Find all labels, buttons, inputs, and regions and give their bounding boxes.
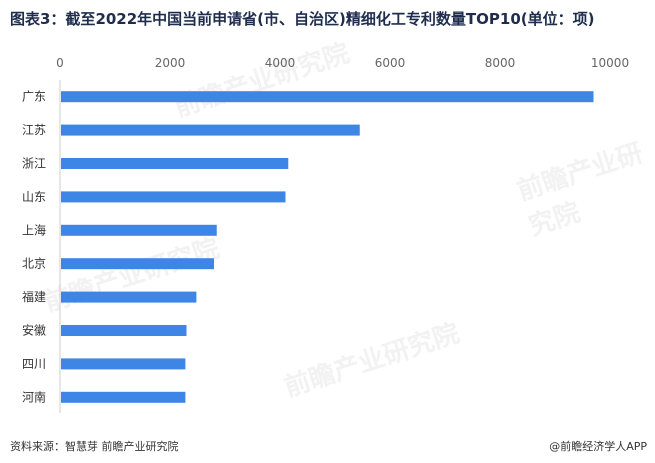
bar — [61, 191, 286, 203]
bar — [61, 358, 186, 370]
x-tick-label: 4000 — [265, 56, 296, 70]
bar — [61, 91, 594, 103]
category-label: 浙江 — [22, 157, 46, 171]
bar — [61, 124, 360, 136]
bar — [61, 325, 187, 336]
x-tick-label: 6000 — [375, 56, 406, 70]
category-label: 安徽 — [22, 323, 46, 338]
category-label: 河南 — [22, 389, 46, 404]
x-tick-label: 0 — [56, 56, 64, 70]
x-tick-label: 2000 — [155, 56, 186, 70]
source-note: 资料来源：智慧芽 前瞻产业研究院 — [10, 440, 179, 453]
category-label: 北京 — [22, 257, 46, 271]
x-tick-label: 8000 — [485, 56, 516, 70]
bar — [61, 158, 289, 169]
x-tick-label: 10000 — [591, 56, 629, 70]
category-label: 福建 — [22, 289, 46, 304]
chart-title: 图表3：截至2022年中国当前申请省(市、自治区)精细化工专利数量TOP10(单… — [10, 10, 595, 28]
credit-note: @前瞻经济学人APP — [549, 440, 647, 453]
bar — [61, 391, 186, 403]
category-label: 广东 — [22, 90, 46, 104]
bar — [61, 258, 214, 270]
category-label: 上海 — [22, 222, 46, 237]
bar — [61, 224, 217, 236]
category-label: 江苏 — [22, 123, 46, 137]
category-label: 四川 — [22, 357, 46, 371]
bar — [61, 291, 197, 303]
category-label: 山东 — [22, 190, 46, 204]
